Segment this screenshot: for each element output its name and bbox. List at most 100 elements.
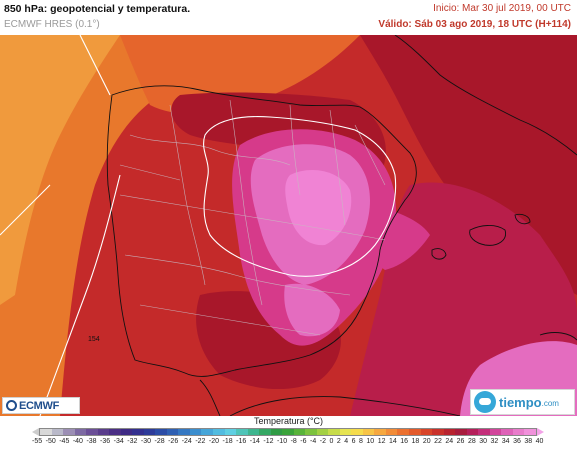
legend-swatch xyxy=(155,429,167,435)
legend-swatch xyxy=(524,429,536,435)
legend-tick: 12 xyxy=(377,438,386,445)
legend-swatch xyxy=(362,429,375,435)
legend-swatch xyxy=(120,429,133,435)
legend-swatch xyxy=(420,429,433,435)
legend-tick: 40 xyxy=(535,438,544,445)
legend-tick: -34 xyxy=(113,438,124,445)
legend-tick: -36 xyxy=(100,438,111,445)
legend-swatch xyxy=(74,429,87,435)
legend-swatch xyxy=(443,429,456,435)
legend-tick: 8 xyxy=(359,438,363,445)
region-borders xyxy=(119,99,386,336)
legend-tick: -6 xyxy=(300,438,307,445)
legend-tick: -14 xyxy=(249,438,260,445)
legend-tick: 26 xyxy=(456,438,465,445)
legend-tick: -2 xyxy=(319,438,326,445)
legend-swatch xyxy=(466,429,479,435)
legend-tick-labels: -55 -50 -45 -40 -38 -36 -34 -32 -30 -28 -26 -24 -22-… xyxy=(32,438,544,450)
legend-swatch xyxy=(178,429,190,435)
legend-tick: 2 xyxy=(336,438,341,445)
ecmwf-mark-icon xyxy=(6,400,17,411)
geopotential-isolines xyxy=(0,35,397,416)
legend-swatch xyxy=(282,429,294,435)
legend-swatch xyxy=(259,429,271,435)
legend-tick: -26 xyxy=(168,438,179,445)
africa-coastline xyxy=(229,396,461,416)
legend-tick: -28 xyxy=(154,438,165,445)
valid-time: Válido: Sáb 03 ago 2019, 18 UTC (H+114) xyxy=(378,19,571,30)
legend-swatch xyxy=(432,429,444,435)
isoline-west xyxy=(39,174,121,416)
legend-swatch xyxy=(224,429,237,435)
legend-swatch xyxy=(97,429,110,435)
legend-swatch xyxy=(63,429,75,435)
legend-tick: -30 xyxy=(140,438,151,445)
legend-tick: 0 xyxy=(329,438,334,445)
legend-tick: 4 xyxy=(344,438,349,445)
legend-swatch xyxy=(166,429,179,435)
legend-tick: 34 xyxy=(501,438,510,445)
legend-swatch xyxy=(293,429,306,435)
chart-title: 850 hPa: geopotencial y temperatura. xyxy=(4,3,191,15)
legend-tick: 38 xyxy=(524,438,533,445)
legend-swatch xyxy=(247,429,260,435)
legend-swatch xyxy=(109,429,121,435)
ibiza-coast xyxy=(431,248,447,260)
legend-swatch xyxy=(374,429,386,435)
legend-swatch xyxy=(201,429,213,435)
legend-tick: 14 xyxy=(388,438,397,445)
legend-tick: -24 xyxy=(181,438,192,445)
legend-tick: -45 xyxy=(59,438,70,445)
orange-field-north xyxy=(120,35,360,115)
france-coastline xyxy=(394,35,577,156)
pink-south xyxy=(284,283,340,337)
legend-tick: -40 xyxy=(72,438,83,445)
legend-tick: -12 xyxy=(263,438,274,445)
legend-tick: -20 xyxy=(208,438,220,445)
cloud-icon xyxy=(474,391,496,413)
hot-pink-center xyxy=(285,170,352,246)
map-canvas: 154 xyxy=(0,35,577,416)
legend-swatch xyxy=(212,429,225,435)
legend-swatch xyxy=(51,429,64,435)
legend-swatch xyxy=(385,429,398,435)
legend-tick: 16 xyxy=(400,438,409,445)
legend-swatch xyxy=(409,429,421,435)
isoline-nw xyxy=(79,35,111,96)
mallorca-coast xyxy=(469,225,506,246)
legend-tick: -18 xyxy=(222,438,233,445)
legend-tick: 36 xyxy=(513,438,521,445)
legend-colorbar xyxy=(39,428,537,436)
legend-title: Temperatura (°C) xyxy=(253,416,324,426)
header: 850 hPa: geopotencial y temperatura. ECM… xyxy=(0,0,577,34)
legend-tick: 22 xyxy=(434,438,442,445)
legend-swatch xyxy=(132,429,144,435)
legend-tick: 30 xyxy=(479,438,488,445)
legend-tick: -16 xyxy=(236,438,247,445)
legend-tick: 24 xyxy=(445,438,454,445)
legend-swatch xyxy=(316,429,329,435)
legend-arrow-left-icon xyxy=(32,428,39,436)
isoline-far-west xyxy=(0,184,51,236)
legend-swatch xyxy=(270,429,283,435)
menorca-coast xyxy=(514,213,531,225)
legend-tick: -4 xyxy=(310,438,317,445)
legend-swatch xyxy=(501,429,513,435)
tiempo-logo[interactable]: tiempo .com xyxy=(470,389,575,415)
legend-swatch xyxy=(351,429,363,435)
weather-map[interactable]: 154 xyxy=(0,35,577,416)
isoline-inner xyxy=(203,116,397,277)
legend-swatch xyxy=(86,429,98,435)
tiempo-logo-domain: .com xyxy=(541,399,559,408)
legend-swatch xyxy=(236,429,248,435)
legend-swatch xyxy=(40,429,52,435)
legend-swatch xyxy=(455,429,467,435)
magenta-east xyxy=(368,205,430,270)
isoline-label: 154 xyxy=(88,336,100,343)
legend-tick: 18 xyxy=(411,438,420,445)
legend-tick: -8 xyxy=(290,438,297,445)
legend-swatch xyxy=(305,429,317,435)
iberia-coastline xyxy=(106,85,417,377)
legend-tick: -38 xyxy=(86,438,97,445)
legend-swatch xyxy=(512,429,525,435)
